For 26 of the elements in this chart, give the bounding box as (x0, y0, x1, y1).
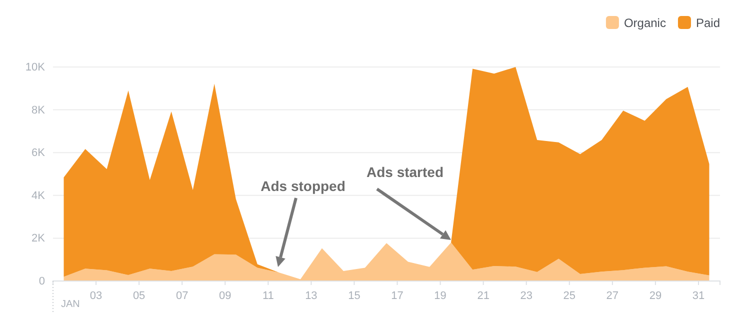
y-tick-label: 0 (38, 276, 45, 288)
x-tick-label: 21 (477, 290, 490, 302)
x-tick-label: 31 (692, 290, 705, 302)
x-tick-label: 19 (434, 290, 446, 302)
x-tick-label: 25 (563, 290, 576, 302)
x-tick-label: 07 (176, 290, 188, 302)
x-tick-label: 27 (606, 290, 619, 302)
x-tick-label: 13 (305, 290, 318, 302)
x-tick-label: 29 (649, 290, 662, 302)
x-tick-label: 03 (90, 290, 102, 302)
x-axis-title: JAN (61, 299, 80, 310)
annotation: Ads started (366, 164, 444, 180)
x-tick-label: 09 (219, 290, 232, 302)
y-tick-label: 10K (25, 62, 46, 74)
y-tick-label: 6K (32, 147, 46, 160)
annotation: Ads stopped (260, 178, 346, 194)
x-tick-label: 17 (391, 290, 404, 302)
x-tick-label: 23 (520, 290, 532, 302)
x-tick-label: 05 (132, 290, 146, 302)
y-tick-label: 8K (32, 104, 46, 116)
legend-label: Paid (696, 16, 720, 30)
y-tick-label: 4K (32, 190, 46, 202)
legend-label: Organic (624, 16, 666, 30)
x-tick-label: 15 (348, 290, 360, 302)
y-tick-label: 2K (32, 232, 46, 245)
x-tick-label: 11 (262, 290, 274, 302)
